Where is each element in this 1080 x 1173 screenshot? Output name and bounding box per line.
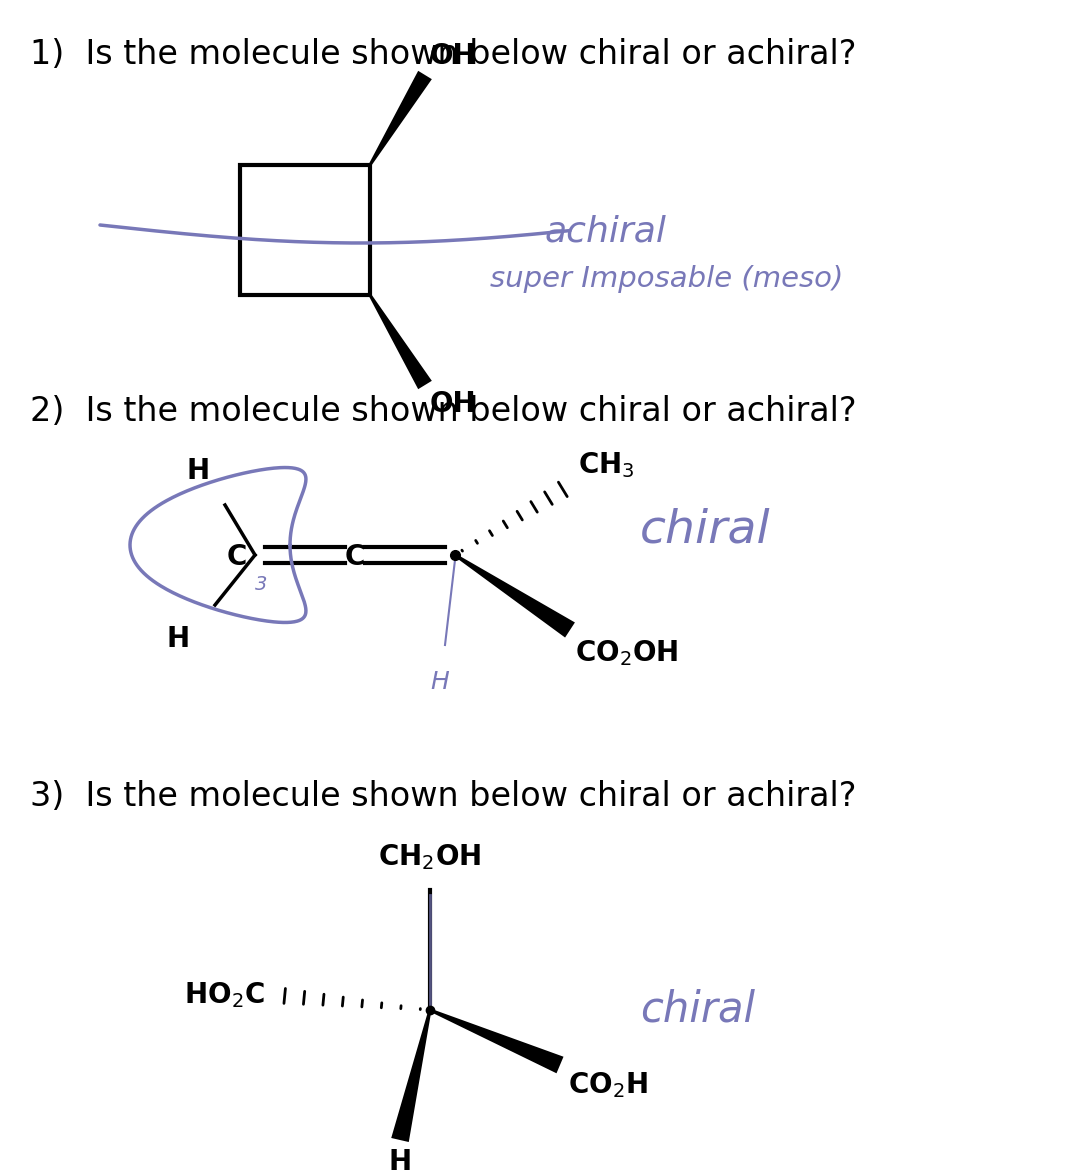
Text: CH$_2$OH: CH$_2$OH — [378, 842, 482, 872]
Text: 3)  Is the molecule shown below chiral or achiral?: 3) Is the molecule shown below chiral or… — [30, 780, 856, 813]
Text: achiral: achiral — [545, 215, 666, 249]
Text: chiral: chiral — [640, 989, 755, 1031]
Text: C: C — [227, 543, 247, 571]
Polygon shape — [391, 1010, 432, 1143]
Text: super Imposable (meso): super Imposable (meso) — [490, 265, 843, 293]
Text: 2)  Is the molecule shown below chiral or achiral?: 2) Is the molecule shown below chiral or… — [30, 395, 856, 428]
Text: OH: OH — [430, 42, 476, 70]
Text: OH: OH — [430, 389, 476, 418]
Text: C: C — [345, 543, 365, 571]
Text: CH$_3$: CH$_3$ — [578, 450, 635, 480]
Polygon shape — [455, 554, 575, 638]
Text: 1)  Is the molecule shown below chiral or achiral?: 1) Is the molecule shown below chiral or… — [30, 38, 856, 72]
Text: H: H — [167, 625, 190, 653]
Text: H: H — [389, 1148, 411, 1173]
Text: HO$_2$C: HO$_2$C — [185, 981, 265, 1010]
Polygon shape — [368, 294, 432, 389]
Text: CO$_2$H: CO$_2$H — [568, 1070, 648, 1100]
Polygon shape — [430, 1009, 564, 1073]
Polygon shape — [368, 70, 432, 165]
Text: H: H — [187, 457, 210, 484]
Text: CO$_2$OH: CO$_2$OH — [575, 638, 678, 667]
Text: H: H — [431, 670, 449, 694]
Text: chiral: chiral — [640, 508, 771, 552]
Text: 3: 3 — [255, 575, 268, 594]
